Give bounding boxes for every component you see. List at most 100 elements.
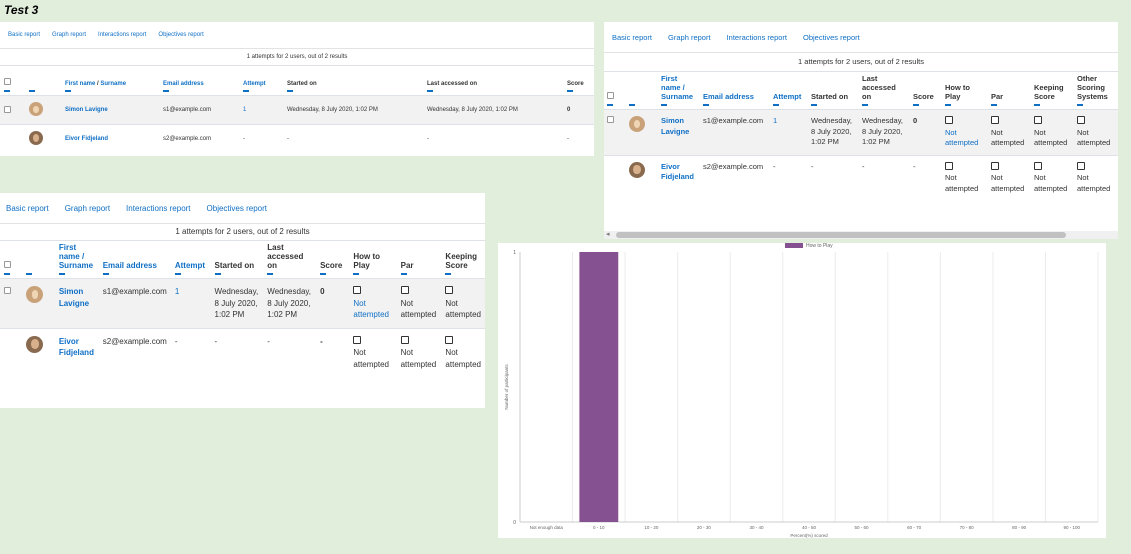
tab-basic-report[interactable]: Basic report: [612, 32, 653, 42]
tab-basic-report[interactable]: Basic report: [8, 32, 41, 38]
collapse-icon[interactable]: [102, 273, 109, 275]
attempt-status-link[interactable]: Not: [353, 298, 366, 308]
attempt-link[interactable]: 1: [243, 107, 247, 113]
collapse-icon[interactable]: [320, 273, 327, 275]
sort-first-name[interactable]: First name: [65, 81, 96, 87]
sort-attempt[interactable]: Attempt: [243, 81, 266, 87]
collapse-icon[interactable]: [862, 104, 868, 106]
collapse-icon[interactable]: [353, 273, 360, 275]
avatar[interactable]: [26, 286, 44, 303]
tab-graph-report[interactable]: Graph report: [64, 203, 111, 213]
tab-graph-report[interactable]: Graph report: [668, 32, 711, 42]
user-name-link[interactable]: Simon: [661, 116, 684, 125]
collapse-icon[interactable]: [267, 273, 274, 275]
tab-objectives-report[interactable]: Objectives report: [803, 32, 860, 42]
collapse-icon[interactable]: [4, 273, 10, 275]
sort-attempt[interactable]: Attempt: [174, 261, 206, 270]
select-all-checkbox[interactable]: [4, 78, 11, 85]
status-box-icon: [991, 116, 999, 124]
collapse-icon[interactable]: [567, 90, 573, 92]
collapse-icon[interactable]: [773, 104, 779, 106]
collapse-icon[interactable]: [703, 104, 709, 106]
collapse-icon[interactable]: [607, 104, 613, 106]
attempt-status-link[interactable]: attempted: [353, 310, 389, 319]
sort-first-name[interactable]: First: [661, 74, 678, 83]
collapse-icon[interactable]: [174, 273, 181, 275]
row-checkbox[interactable]: [4, 105, 11, 113]
tab-basic-report[interactable]: Basic report: [6, 203, 49, 213]
row-checkbox[interactable]: [607, 116, 614, 123]
attempt-link[interactable]: 1: [773, 116, 778, 125]
sort-first-name[interactable]: name /: [661, 83, 685, 92]
row-checkbox[interactable]: [4, 287, 11, 294]
user-name-link[interactable]: Fidjeland: [58, 348, 94, 357]
collapse-icon[interactable]: [214, 273, 221, 275]
collapse-icon[interactable]: [913, 104, 919, 106]
collapse-icon[interactable]: [243, 90, 249, 92]
attempt-link[interactable]: 1: [174, 287, 180, 296]
sort-attempt[interactable]: Attempt: [773, 92, 802, 101]
sort-first-name[interactable]: name /: [58, 252, 85, 261]
collapse-icon[interactable]: [4, 90, 10, 92]
avatar[interactable]: [629, 116, 645, 132]
sort-surname[interactable]: Surname: [58, 261, 94, 270]
scroll-left-icon[interactable]: ◂: [606, 231, 610, 238]
question-cell: Not attempted: [942, 109, 988, 155]
sort-first-name[interactable]: First: [58, 243, 77, 252]
collapse-icon[interactable]: [1034, 104, 1040, 106]
select-all-checkbox[interactable]: [4, 261, 11, 268]
collapse-icon[interactable]: [811, 104, 817, 106]
collapse-icon[interactable]: [427, 90, 433, 92]
scrollbar-thumb[interactable]: [616, 232, 1066, 238]
attempt-status-link[interactable]: Not: [945, 127, 957, 137]
user-name-link[interactable]: Eivor: [661, 161, 680, 171]
avatar[interactable]: [29, 131, 43, 145]
tab-objectives-report[interactable]: Objectives report: [206, 203, 267, 213]
collapse-icon[interactable]: [26, 273, 33, 275]
tab-interactions-report[interactable]: Interactions report: [98, 32, 147, 38]
question-header: Scoring: [1077, 83, 1105, 92]
y-axis-label: Number of participants: [504, 364, 509, 410]
user-name-link[interactable]: Fidjeland: [661, 172, 694, 181]
x-tick-label: 50 - 60: [855, 525, 870, 530]
collapse-icon[interactable]: [991, 104, 997, 106]
collapse-icon[interactable]: [1077, 104, 1083, 106]
sort-email[interactable]: Email address: [703, 92, 754, 101]
collapse-icon[interactable]: [65, 90, 71, 92]
avatar[interactable]: [26, 335, 44, 353]
collapse-icon[interactable]: [445, 273, 452, 275]
attempts-table: First name / Surname Email address Attempt…: [604, 72, 1118, 200]
collapse-icon[interactable]: [163, 90, 169, 92]
user-name-link[interactable]: Lavigne: [661, 126, 690, 136]
user-name-link[interactable]: Simon Lavigne: [65, 107, 108, 113]
sort-surname[interactable]: Surname: [661, 92, 694, 101]
score-header: Score: [567, 81, 584, 87]
collapse-icon[interactable]: [58, 273, 65, 275]
avatar[interactable]: [629, 161, 645, 178]
sort-email[interactable]: Email address: [163, 81, 204, 87]
tab-objectives-report[interactable]: Objectives report: [158, 32, 204, 38]
attempts-table: First name / Surname Email address Attem…: [0, 66, 594, 153]
question-cell: Not attempted: [396, 327, 442, 377]
select-all-checkbox[interactable]: [607, 92, 614, 99]
question-header: How to: [945, 83, 970, 92]
user-name-link[interactable]: Lavigne: [58, 298, 90, 308]
user-name-link[interactable]: Eivor: [58, 336, 79, 346]
horizontal-scrollbar[interactable]: ◂: [604, 231, 1118, 239]
tab-graph-report[interactable]: Graph report: [52, 32, 87, 38]
sort-email[interactable]: Email address: [102, 261, 157, 270]
collapse-icon[interactable]: [945, 104, 951, 106]
collapse-icon[interactable]: [400, 273, 407, 275]
attempt-status-link[interactable]: attempted: [945, 138, 979, 147]
collapse-icon[interactable]: [661, 104, 667, 106]
collapse-icon[interactable]: [29, 90, 35, 92]
user-name-link[interactable]: Eivor Fidjeland: [65, 136, 109, 142]
avatar[interactable]: [29, 102, 43, 116]
last-accessed-cell: -: [263, 327, 317, 377]
collapse-icon[interactable]: [287, 90, 293, 92]
tab-interactions-report[interactable]: Interactions report: [726, 32, 788, 42]
sort-surname[interactable]: Surname: [100, 81, 127, 87]
tab-interactions-report[interactable]: Interactions report: [126, 203, 191, 213]
collapse-icon[interactable]: [629, 104, 635, 106]
user-name-link[interactable]: Simon: [58, 287, 84, 296]
